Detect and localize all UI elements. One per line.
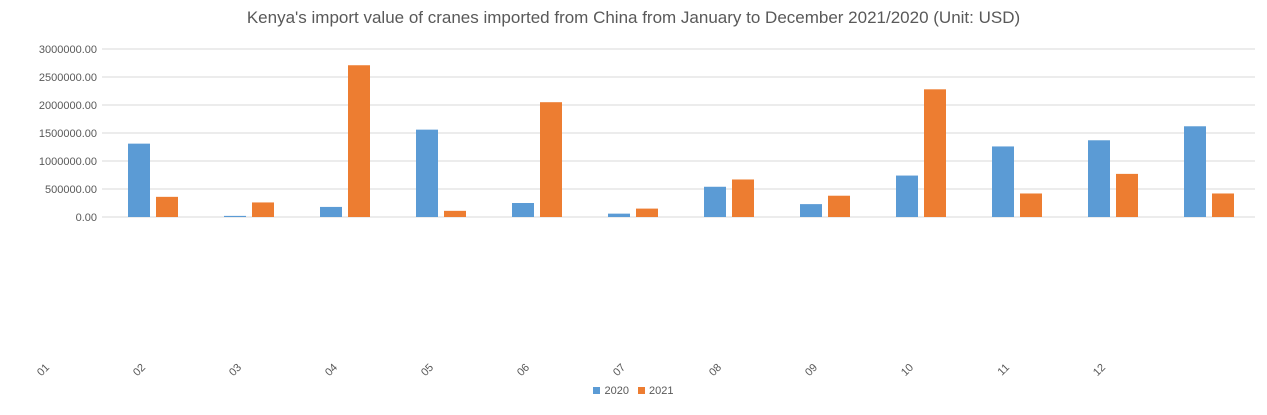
x-tick-label: 11 xyxy=(996,362,1013,379)
y-tick-label: 500000.00 xyxy=(45,184,97,196)
legend-swatch-2021 xyxy=(638,387,646,394)
bar-2021-05 xyxy=(540,102,562,217)
y-tick-label: 2000000.00 xyxy=(39,100,97,112)
bar-2021-06 xyxy=(636,208,658,217)
x-tick-label: 05 xyxy=(419,362,436,379)
x-tick-label: 01 xyxy=(35,362,52,379)
bar-2021-07 xyxy=(732,179,754,217)
bar-2021-02 xyxy=(252,202,274,217)
bar-2020-09 xyxy=(896,175,918,217)
bar-2021-04 xyxy=(444,210,466,217)
bar-2020-11 xyxy=(1088,140,1110,217)
bar-2020-02 xyxy=(224,215,246,217)
y-tick-label: 3000000.00 xyxy=(39,44,97,56)
bar-2020-12 xyxy=(1184,126,1206,217)
chart-title: Kenya's import value of cranes imported … xyxy=(246,8,1021,27)
x-tick-label: 12 xyxy=(1091,362,1108,379)
y-tick-label: 1500000.00 xyxy=(39,128,97,140)
bar-2021-10 xyxy=(1020,193,1042,217)
bar-2021-03 xyxy=(348,65,370,218)
bar-2020-03 xyxy=(320,206,342,217)
x-axis-ticks: 01 02 03 04 05 06 07 08 09 10 11 12 xyxy=(35,362,1108,379)
legend-label-2021: 2021 xyxy=(649,385,674,397)
x-tick-label: 03 xyxy=(227,362,244,379)
bars xyxy=(128,65,1234,218)
bar-2020-06 xyxy=(608,213,630,217)
bar-2021-09 xyxy=(924,89,946,217)
x-tick-label: 02 xyxy=(131,362,148,379)
legend-item-2021: 2021 xyxy=(638,385,674,397)
x-tick-label: 04 xyxy=(323,362,340,379)
y-tick-label: 2500000.00 xyxy=(39,72,97,84)
x-tick-label: 08 xyxy=(707,362,724,379)
y-tick-label: 0.00 xyxy=(76,212,97,224)
bar-2020-07 xyxy=(704,186,726,217)
bar-2021-08 xyxy=(828,195,850,217)
bar-2021-01 xyxy=(156,196,178,217)
x-tick-label: 07 xyxy=(611,362,628,379)
legend-swatch-2020 xyxy=(593,387,601,394)
bar-2020-10 xyxy=(992,146,1014,217)
bar-2020-01 xyxy=(128,143,150,217)
y-axis-ticks: 0.00 500000.00 1000000.00 1500000.00 2000000… xyxy=(39,44,97,224)
x-tick-label: 09 xyxy=(803,362,820,379)
x-tick-label: 06 xyxy=(515,362,532,379)
bar-2020-05 xyxy=(512,203,534,217)
legend-item-2020: 2020 xyxy=(593,385,629,397)
bar-2021-12 xyxy=(1212,193,1234,217)
bar-2020-04 xyxy=(416,129,438,217)
x-tick-label: 10 xyxy=(899,362,916,379)
bar-2021-11 xyxy=(1116,173,1138,217)
y-tick-label: 1000000.00 xyxy=(39,156,97,168)
bar-2020-08 xyxy=(800,204,822,217)
legend-label-2020: 2020 xyxy=(604,385,629,397)
gridlines xyxy=(102,48,1255,218)
legend: 2020 2021 xyxy=(0,385,1267,397)
